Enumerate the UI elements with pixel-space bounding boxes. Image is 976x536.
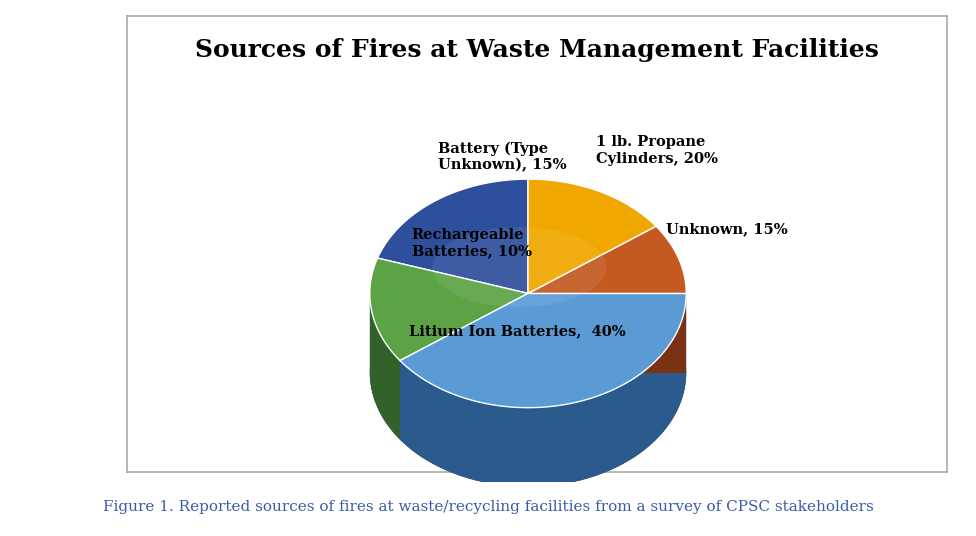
- Ellipse shape: [411, 284, 645, 454]
- Text: Litium Ion Batteries,  40%: Litium Ion Batteries, 40%: [409, 324, 626, 338]
- Polygon shape: [370, 292, 400, 440]
- Polygon shape: [378, 179, 528, 293]
- Ellipse shape: [432, 227, 606, 307]
- Text: 1 lb. Propane
Cylinders, 20%: 1 lb. Propane Cylinders, 20%: [596, 136, 718, 166]
- Polygon shape: [400, 293, 528, 440]
- Polygon shape: [370, 258, 528, 361]
- Text: Battery (Type
Unknown), 15%: Battery (Type Unknown), 15%: [438, 142, 566, 173]
- Text: Figure 1. Reported sources of fires at waste/recycling facilities from a survey : Figure 1. Reported sources of fires at w…: [102, 500, 874, 513]
- Text: Unknown, 15%: Unknown, 15%: [667, 222, 789, 237]
- Ellipse shape: [397, 267, 659, 457]
- Text: Rechargeable
Batteries, 10%: Rechargeable Batteries, 10%: [412, 228, 532, 258]
- Polygon shape: [528, 293, 686, 373]
- Ellipse shape: [370, 258, 686, 487]
- Polygon shape: [528, 179, 656, 293]
- Text: Sources of Fires at Waste Management Facilities: Sources of Fires at Waste Management Fac…: [195, 38, 878, 62]
- Ellipse shape: [418, 293, 638, 452]
- Ellipse shape: [390, 259, 666, 458]
- Polygon shape: [400, 293, 686, 487]
- Polygon shape: [528, 293, 686, 373]
- Polygon shape: [400, 293, 686, 408]
- Polygon shape: [528, 226, 686, 293]
- Polygon shape: [400, 293, 528, 440]
- Ellipse shape: [404, 276, 652, 456]
